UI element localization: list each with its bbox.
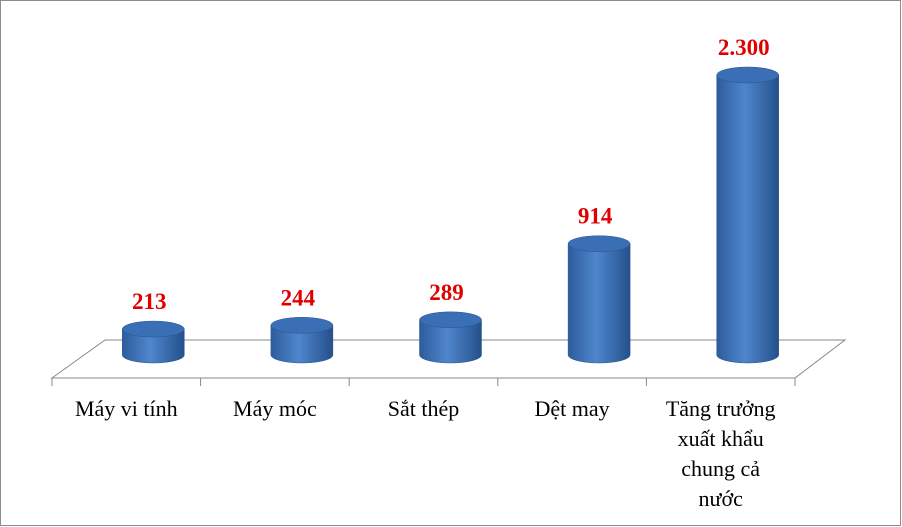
value-label: 914 xyxy=(578,204,613,229)
value-label: 289 xyxy=(429,280,464,305)
x-tick-label: Tăng trưởng xuất khẩu chung cả nước xyxy=(665,396,776,511)
cylinder-body xyxy=(122,328,185,364)
category-label-box: Tăng trưởng xuất khẩu chung cả nước xyxy=(665,396,776,511)
cylinder-body xyxy=(270,325,334,364)
category-label-box: Dệt may xyxy=(534,396,610,421)
cylinder-body xyxy=(567,243,631,364)
cylinder-top xyxy=(419,311,482,329)
category-label-box: Sắt thép xyxy=(387,396,460,421)
x-tick-label: Máy vi tính xyxy=(74,396,178,421)
category-label-box: Máy vi tính xyxy=(74,396,178,421)
cylinder-top xyxy=(716,66,779,84)
cylinder-body xyxy=(419,319,482,364)
value-label: 244 xyxy=(281,285,316,310)
cylinder-top xyxy=(567,235,631,252)
cylinder-body xyxy=(716,74,779,364)
x-tick-label: Máy móc xyxy=(233,396,317,421)
x-tick-label: Sắt thép xyxy=(387,396,460,421)
cylinder-top xyxy=(122,320,185,338)
category-label-box: Máy móc xyxy=(233,396,317,421)
x-tick-label: Dệt may xyxy=(534,396,610,421)
value-label: 213 xyxy=(132,289,167,314)
cylinder-top xyxy=(270,317,334,334)
value-label: 2.300 xyxy=(718,35,770,60)
